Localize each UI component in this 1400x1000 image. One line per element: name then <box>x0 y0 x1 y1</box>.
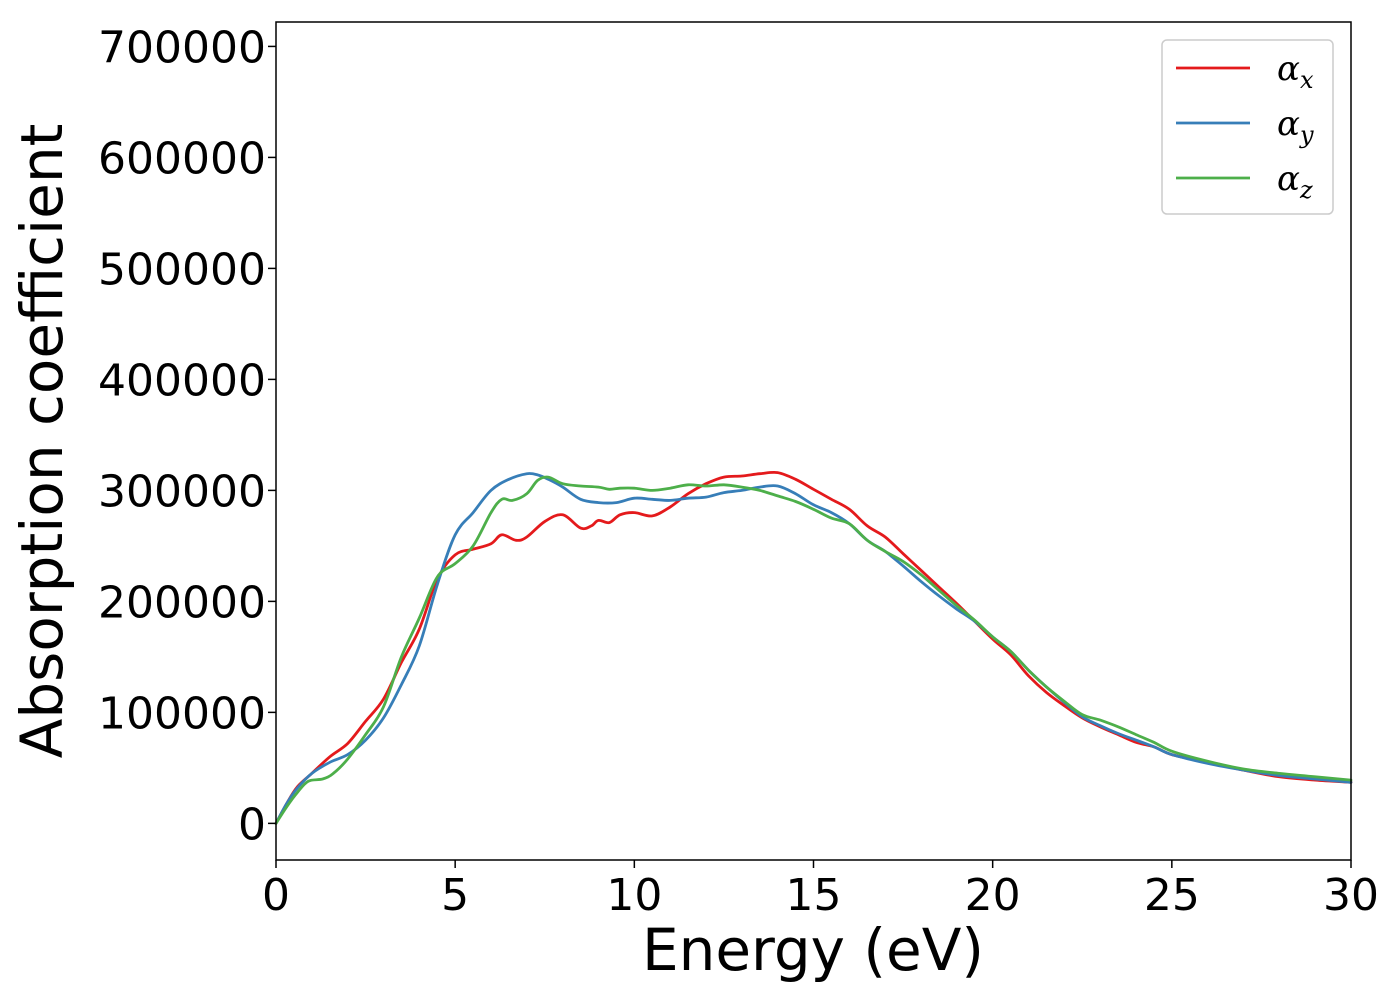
series-line-y <box>274 472 1353 825</box>
x-tick-label: 0 <box>262 870 290 921</box>
x-tick-label: 5 <box>441 870 469 921</box>
y-tick-label: 100000 <box>98 688 266 739</box>
legend: αx αy αz <box>1161 39 1334 215</box>
x-axis-title: Energy (eV) <box>642 916 984 984</box>
x-tick-label: 10 <box>606 870 662 921</box>
legend-label-y: αy <box>1277 104 1314 149</box>
x-tick-label: 25 <box>1144 870 1200 921</box>
y-tick-label: 300000 <box>98 466 266 517</box>
y-tick-label: 400000 <box>98 355 266 406</box>
y-axis-title: Absorption coefficient <box>8 124 76 759</box>
y-tick-label: 500000 <box>98 244 266 295</box>
legend-items: αx αy αz <box>1176 49 1314 204</box>
x-tick-label: 20 <box>965 870 1021 921</box>
series-layer <box>274 470 1353 825</box>
legend-label-z: αz <box>1277 159 1313 204</box>
y-tick-label: 700000 <box>98 22 266 73</box>
x-tick-label: 30 <box>1323 870 1379 921</box>
legend-label-x: αx <box>1277 49 1314 94</box>
x-tick-label: 15 <box>786 870 842 921</box>
x-axis-ticks: 0 5 10 15 20 25 30 <box>262 860 1379 921</box>
series-line-z <box>274 475 1353 825</box>
y-tick-label: 200000 <box>98 577 266 628</box>
y-tick-label: 0 <box>238 799 266 850</box>
y-axis-ticks: 0 100000 200000 300000 400000 500000 600000 700… <box>98 22 276 850</box>
legend-box <box>1161 39 1334 215</box>
series-line-x <box>274 470 1353 825</box>
y-tick-label: 600000 <box>98 133 266 184</box>
